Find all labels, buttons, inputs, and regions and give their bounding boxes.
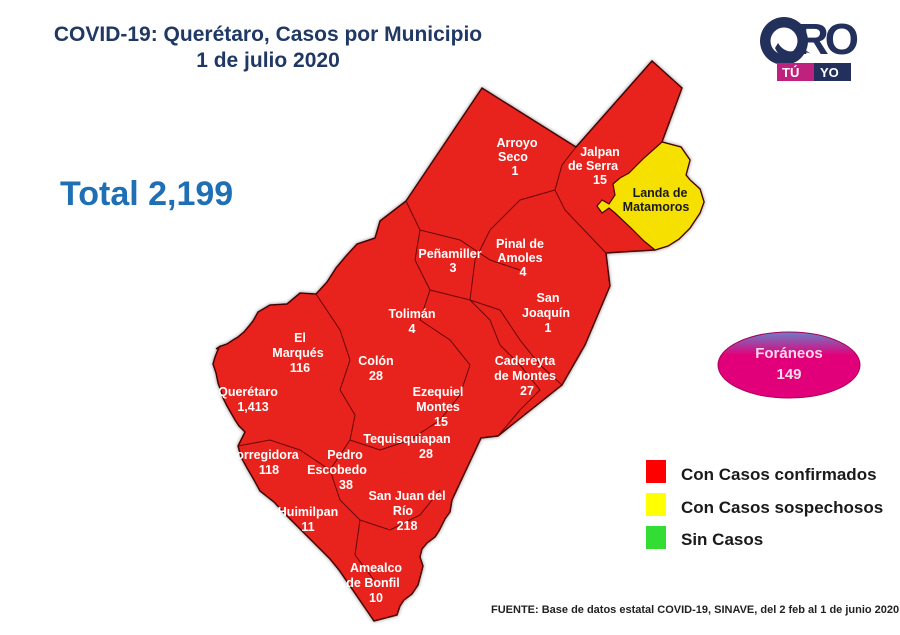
svg-text:Foráneos: Foráneos xyxy=(755,345,823,362)
svg-text:de Serra: de Serra xyxy=(568,159,619,173)
svg-text:Amealco: Amealco xyxy=(350,561,402,575)
svg-text:4: 4 xyxy=(520,265,527,279)
svg-text:4: 4 xyxy=(409,322,416,336)
svg-text:TÚ: TÚ xyxy=(782,65,799,80)
svg-text:Colón: Colón xyxy=(358,354,393,368)
svg-text:Marqués: Marqués xyxy=(272,346,323,360)
svg-text:Escobedo: Escobedo xyxy=(307,463,367,477)
svg-text:28: 28 xyxy=(419,447,433,461)
svg-text:Cadereyta: Cadereyta xyxy=(495,354,556,368)
svg-text:1: 1 xyxy=(512,164,519,178)
svg-text:118: 118 xyxy=(259,463,279,477)
svg-text:Joaquín: Joaquín xyxy=(522,306,570,320)
svg-text:Landa de: Landa de xyxy=(633,186,688,200)
svg-text:San: San xyxy=(537,291,560,305)
svg-text:10: 10 xyxy=(369,591,383,605)
svg-text:Corregidora: Corregidora xyxy=(227,448,300,462)
svg-text:Pinal de: Pinal de xyxy=(496,237,544,251)
svg-text:27: 27 xyxy=(520,384,534,398)
svg-text:38: 38 xyxy=(339,478,353,492)
svg-text:Ezequiel: Ezequiel xyxy=(413,385,464,399)
svg-text:149: 149 xyxy=(776,366,801,383)
svg-text:Río: Río xyxy=(393,504,414,518)
svg-text:Arroyo: Arroyo xyxy=(497,136,538,150)
svg-text:YO: YO xyxy=(820,65,839,80)
svg-text:de Bonfil: de Bonfil xyxy=(346,576,399,590)
svg-text:RO: RO xyxy=(797,15,858,64)
svg-text:11: 11 xyxy=(301,520,314,534)
svg-text:218: 218 xyxy=(397,519,418,533)
svg-text:Montes: Montes xyxy=(416,400,460,414)
svg-text:3: 3 xyxy=(450,261,457,275)
svg-text:Pedro: Pedro xyxy=(327,448,363,462)
svg-text:El: El xyxy=(294,331,306,345)
svg-text:San Juan del: San Juan del xyxy=(368,489,445,503)
svg-text:Querétaro: Querétaro xyxy=(218,385,278,399)
svg-text:Tolimán: Tolimán xyxy=(389,307,436,321)
svg-text:1,413: 1,413 xyxy=(237,400,268,414)
svg-text:Peñamiller: Peñamiller xyxy=(418,247,481,261)
svg-text:1: 1 xyxy=(545,321,552,335)
svg-text:Jalpan: Jalpan xyxy=(580,145,620,159)
svg-text:15: 15 xyxy=(434,415,448,429)
svg-text:Amoles: Amoles xyxy=(497,251,542,265)
svg-text:28: 28 xyxy=(369,369,383,383)
svg-text:Seco: Seco xyxy=(498,150,528,164)
svg-text:Matamoros: Matamoros xyxy=(623,200,690,214)
svg-text:Tequisquiapan: Tequisquiapan xyxy=(363,432,450,446)
svg-text:15: 15 xyxy=(593,173,607,187)
svg-text:de Montes: de Montes xyxy=(494,369,556,383)
svg-text:Huimilpan: Huimilpan xyxy=(278,505,338,519)
svg-text:116: 116 xyxy=(290,361,310,375)
